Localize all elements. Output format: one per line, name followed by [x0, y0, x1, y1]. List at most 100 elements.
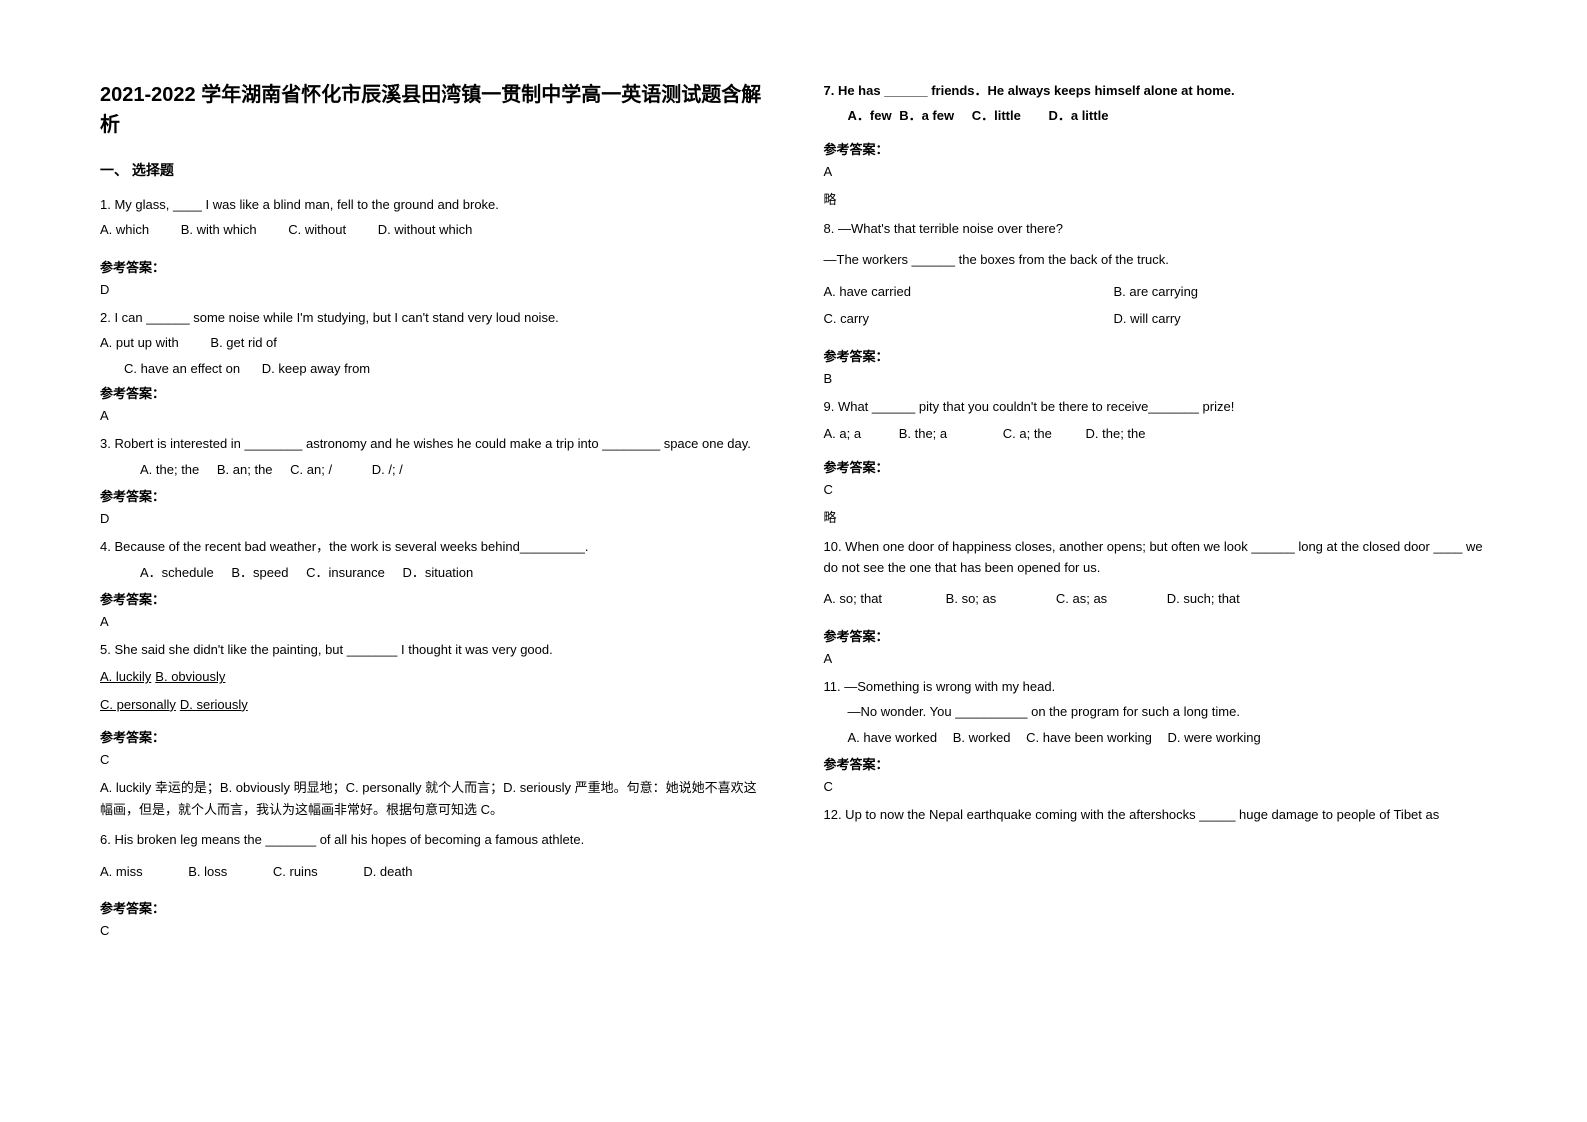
q9-answer: C [824, 482, 1488, 497]
q7-opt-c: C．little [972, 105, 1021, 126]
q10-opt-d: D. such; that [1167, 588, 1240, 609]
answer-label: 参考答案： [100, 589, 764, 608]
q6-opt-b: B. loss [188, 861, 227, 882]
q9-opt-b: B. the; a [899, 423, 947, 444]
q10-opt-a: A. so; that [824, 588, 883, 609]
answer-label: 参考答案： [824, 346, 1488, 365]
q2-opt-b: B. get rid of [210, 335, 276, 350]
q10-opt-b: B. so; as [946, 588, 997, 609]
q2-options-row2: C. have an effect on D. keep away from [100, 358, 764, 379]
q3-opt-d: D. /; / [372, 459, 403, 480]
q5-opt-b: B. obviously [155, 669, 225, 684]
q2-options-row1: A. put up with B. get rid of [100, 332, 764, 353]
q11-stem2: —No wonder. You __________ on the progra… [824, 701, 1488, 722]
q11-options: A. have worked B. worked C. have been wo… [824, 727, 1488, 748]
q11-opt-d: D. were working [1168, 727, 1261, 748]
q3-opt-b: B. an; the [217, 459, 273, 480]
q5-opt-a: A. luckily [100, 669, 151, 684]
q5-stem: 5. She said she didn't like the painting… [100, 639, 764, 660]
q9-opt-c: C. a; the [1003, 423, 1052, 444]
answer-label: 参考答案： [100, 727, 764, 746]
q9-stem: 9. What ______ pity that you couldn't be… [824, 396, 1488, 417]
answer-label: 参考答案： [100, 898, 764, 917]
answer-label: 参考答案： [100, 486, 764, 505]
q1-opt-a: A. which [100, 219, 149, 240]
q12-stem: 12. Up to now the Nepal earthquake comin… [824, 804, 1488, 825]
q1-opt-d: D. without which [378, 219, 473, 240]
q5-options-row1: A. luckily B. obviously [100, 666, 764, 687]
q9-opt-a: A. a; a [824, 423, 862, 444]
q7-options: A．few B．a few C．little D．a little [824, 105, 1488, 126]
answer-label: 参考答案： [824, 139, 1488, 158]
q6-opt-c: C. ruins [273, 861, 318, 882]
right-column: 7. He has ______ friends．He always keeps… [824, 80, 1488, 1082]
q6-opt-a: A. miss [100, 861, 143, 882]
q2-opt-d: D. keep away from [262, 361, 370, 376]
q11-opt-c: C. have been working [1026, 727, 1152, 748]
answer-label: 参考答案： [100, 257, 764, 276]
q8-opt-a: A. have carried [824, 281, 1114, 302]
q4-answer: A [100, 614, 764, 629]
q9-options: A. a; a B. the; a C. a; the D. the; the [824, 423, 1488, 444]
q8-stem2: —The workers ______ the boxes from the b… [824, 249, 1488, 270]
q11-stem1: 11. —Something is wrong with my head. [824, 676, 1488, 697]
answer-label: 参考答案： [824, 457, 1488, 476]
q4-opt-d: D．situation [402, 562, 473, 583]
q3-stem: 3. Robert is interested in ________ astr… [100, 433, 764, 454]
left-column: 2021-2022 学年湖南省怀化市辰溪县田湾镇一贯制中学高一英语测试题含解析 … [100, 80, 764, 1082]
q5-explanation: A. luckily 幸运的是；B. obviously 明显地；C. pers… [100, 777, 764, 821]
q3-options: A. the; the B. an; the C. an; / D. /; / [100, 459, 764, 480]
q10-options: A. so; that B. so; as C. as; as D. such;… [824, 588, 1488, 609]
answer-label: 参考答案： [824, 626, 1488, 645]
q10-answer: A [824, 651, 1488, 666]
q6-opt-d: D. death [363, 861, 412, 882]
q7-omit: 略 [824, 189, 1488, 208]
q1-answer: D [100, 282, 764, 297]
section-heading: 一、 选择题 [100, 160, 764, 180]
q5-opt-d: D. seriously [180, 697, 248, 712]
q4-opt-c: C．insurance [306, 562, 385, 583]
q2-opt-a: A. put up with [100, 335, 179, 350]
q6-options: A. miss B. loss C. ruins D. death [100, 861, 764, 882]
q10-opt-c: C. as; as [1056, 588, 1107, 609]
q1-opt-c: C. without [288, 219, 346, 240]
q7-opt-b: B．a few [899, 105, 954, 126]
q6-stem: 6. His broken leg means the _______ of a… [100, 829, 764, 850]
q2-stem: 2. I can ______ some noise while I'm stu… [100, 307, 764, 328]
q8-options-row1: A. have carried B. are carrying [824, 281, 1488, 302]
q8-opt-d: D. will carry [1114, 308, 1181, 329]
q1-options: A. which B. with which C. without D. wit… [100, 219, 764, 240]
q1-stem: 1. My glass, ____ I was like a blind man… [100, 194, 764, 215]
answer-label: 参考答案： [100, 383, 764, 402]
q3-opt-c: C. an; / [290, 459, 332, 480]
q6-answer: C [100, 923, 764, 938]
q1-opt-b: B. with which [181, 219, 257, 240]
q9-opt-d: D. the; the [1086, 423, 1146, 444]
q3-answer: D [100, 511, 764, 526]
answer-label: 参考答案： [824, 754, 1488, 773]
q9-omit: 略 [824, 507, 1488, 526]
q7-opt-d: D．a little [1048, 105, 1108, 126]
q8-answer: B [824, 371, 1488, 386]
q4-opt-a: A．schedule [140, 562, 214, 583]
q4-options: A．schedule B．speed C．insurance D．situati… [100, 562, 764, 583]
q5-options-row2: C. personally D. seriously [100, 694, 764, 715]
q5-answer: C [100, 752, 764, 767]
q8-options-row2: C. carry D. will carry [824, 308, 1488, 329]
q5-opt-c: C. personally [100, 697, 176, 712]
page-title: 2021-2022 学年湖南省怀化市辰溪县田湾镇一贯制中学高一英语测试题含解析 [100, 80, 764, 140]
q10-stem: 10. When one door of happiness closes, a… [824, 536, 1488, 579]
q8-stem1: 8. —What's that terrible noise over ther… [824, 218, 1488, 239]
q7-opt-a: A．few [848, 105, 892, 126]
q8-opt-b: B. are carrying [1114, 281, 1199, 302]
q11-answer: C [824, 779, 1488, 794]
q11-opt-a: A. have worked [848, 727, 938, 748]
q3-opt-a: A. the; the [140, 459, 199, 480]
q7-stem: 7. He has ______ friends．He always keeps… [824, 80, 1488, 101]
q7-answer: A [824, 164, 1488, 179]
q4-opt-b: B．speed [231, 562, 288, 583]
q2-opt-c: C. have an effect on [124, 361, 240, 376]
q2-answer: A [100, 408, 764, 423]
q11-opt-b: B. worked [953, 727, 1011, 748]
q8-opt-c: C. carry [824, 308, 1114, 329]
